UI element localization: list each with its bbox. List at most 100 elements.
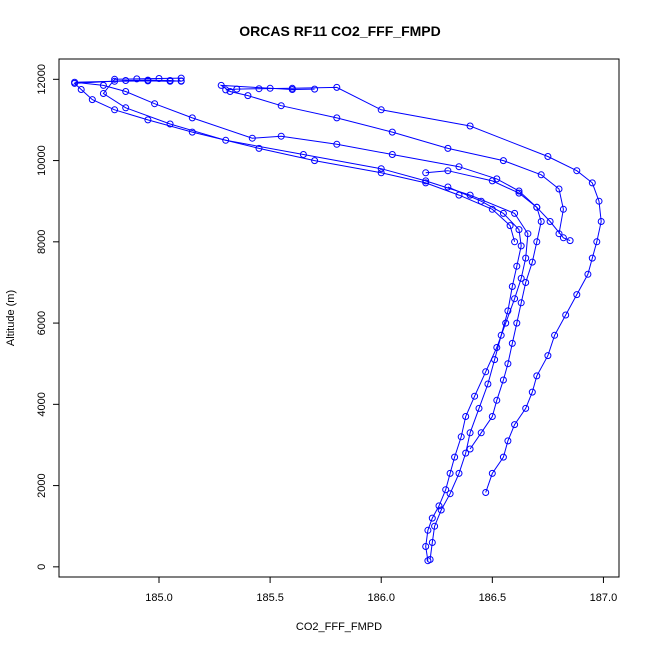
data-point [544,352,552,360]
series-line [74,80,571,242]
data-point [493,175,501,183]
data-point [528,258,536,266]
data-point [477,197,485,205]
data-point [311,157,319,165]
data-point [255,144,263,152]
data-point [111,106,119,114]
data-point [111,75,119,83]
data-point [446,469,454,477]
data-point [133,75,141,83]
data-point [513,319,521,327]
data-point [546,218,554,225]
data-point [511,421,519,429]
data-point [597,218,605,225]
data-point [151,100,159,108]
data-point [255,85,263,93]
data-point [226,88,234,95]
data-point [144,76,152,84]
data-point [188,114,196,122]
data-point [522,254,530,262]
data-point [515,187,523,195]
data-point [584,270,592,278]
plot-frame [58,58,620,578]
data-point [422,179,430,187]
data-point [559,205,567,213]
data-point [266,84,274,92]
data-point [491,356,499,364]
data-point [277,102,285,110]
data-point [311,85,319,93]
series-line [219,84,564,234]
data-point [515,226,523,234]
series [99,74,532,565]
x-tick-label: 185.5 [256,592,284,604]
data-point [555,185,563,193]
data-point [422,169,430,177]
data-point [522,279,530,286]
data-point [77,86,85,93]
y-axis-label: Altitude (m) [5,290,17,346]
x-tick-label: 186.5 [479,592,507,604]
data-point [431,522,439,530]
data-point [566,237,574,245]
data-point [551,331,559,339]
y-axis: 0 2000 4000 6000 8000 10000 12000 [36,64,59,570]
data-point [593,238,601,246]
data-point [288,86,296,93]
data-point [506,222,514,230]
data-point [88,96,96,104]
data-point [444,183,452,191]
data-point [484,380,492,388]
series-line [429,186,522,560]
data-point [475,404,483,412]
y-tick-label: 4000 [36,392,48,416]
y-tick-label: 10000 [36,145,48,176]
data-point [122,88,130,95]
y-tick-label: 0 [36,564,48,570]
data-point [537,218,545,225]
x-tick-label: 187.0 [590,592,618,604]
data-point [537,171,545,179]
x-axis-label: CO2_FFF_FMPD [296,621,382,633]
data-point [482,368,490,376]
data-point [446,490,454,498]
series [422,167,545,453]
data-point [488,413,496,420]
data-point [455,469,463,477]
data-point [533,203,541,211]
data-point [504,360,512,368]
data-point [555,230,563,238]
data-point [517,274,525,282]
data-point [422,543,430,550]
data-point [333,140,341,148]
series-group [71,74,605,565]
x-tick-label: 186.0 [367,592,395,604]
series-line [73,79,516,242]
data-point [455,163,463,171]
series [217,81,567,238]
data-point [562,311,570,319]
data-point [333,83,341,91]
data-point [222,86,230,94]
data-point [466,429,474,437]
data-point [277,132,285,140]
data-point [499,209,507,217]
data-point [544,153,552,160]
data-point [99,81,107,89]
data-point [333,114,341,122]
data-point [595,197,603,205]
data-point [533,238,541,246]
data-point [528,388,536,396]
data-point [122,104,130,112]
data-point [437,506,445,514]
series [222,83,605,496]
data-point [388,151,396,158]
data-point [422,177,430,185]
data-point [588,254,596,262]
data-point [488,469,496,477]
data-point [533,372,541,380]
data-point [377,106,385,114]
series [426,183,525,563]
data-point [511,295,519,303]
y-tick-label: 6000 [36,311,48,335]
